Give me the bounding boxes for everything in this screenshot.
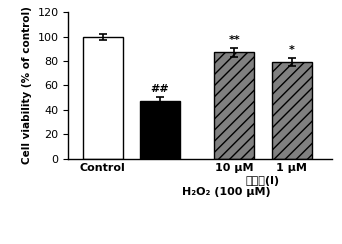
Text: ##: ## — [150, 84, 169, 94]
Text: **: ** — [228, 35, 240, 45]
Text: 化合物(I): 化合物(I) — [246, 176, 280, 186]
Bar — [140, 101, 180, 159]
Text: H₂O₂ (100 μM): H₂O₂ (100 μM) — [182, 187, 270, 197]
Bar — [83, 37, 123, 159]
Bar — [214, 52, 254, 159]
Text: *: * — [289, 45, 294, 55]
Y-axis label: Cell viability (% of control): Cell viability (% of control) — [22, 6, 32, 164]
Bar — [272, 62, 312, 159]
